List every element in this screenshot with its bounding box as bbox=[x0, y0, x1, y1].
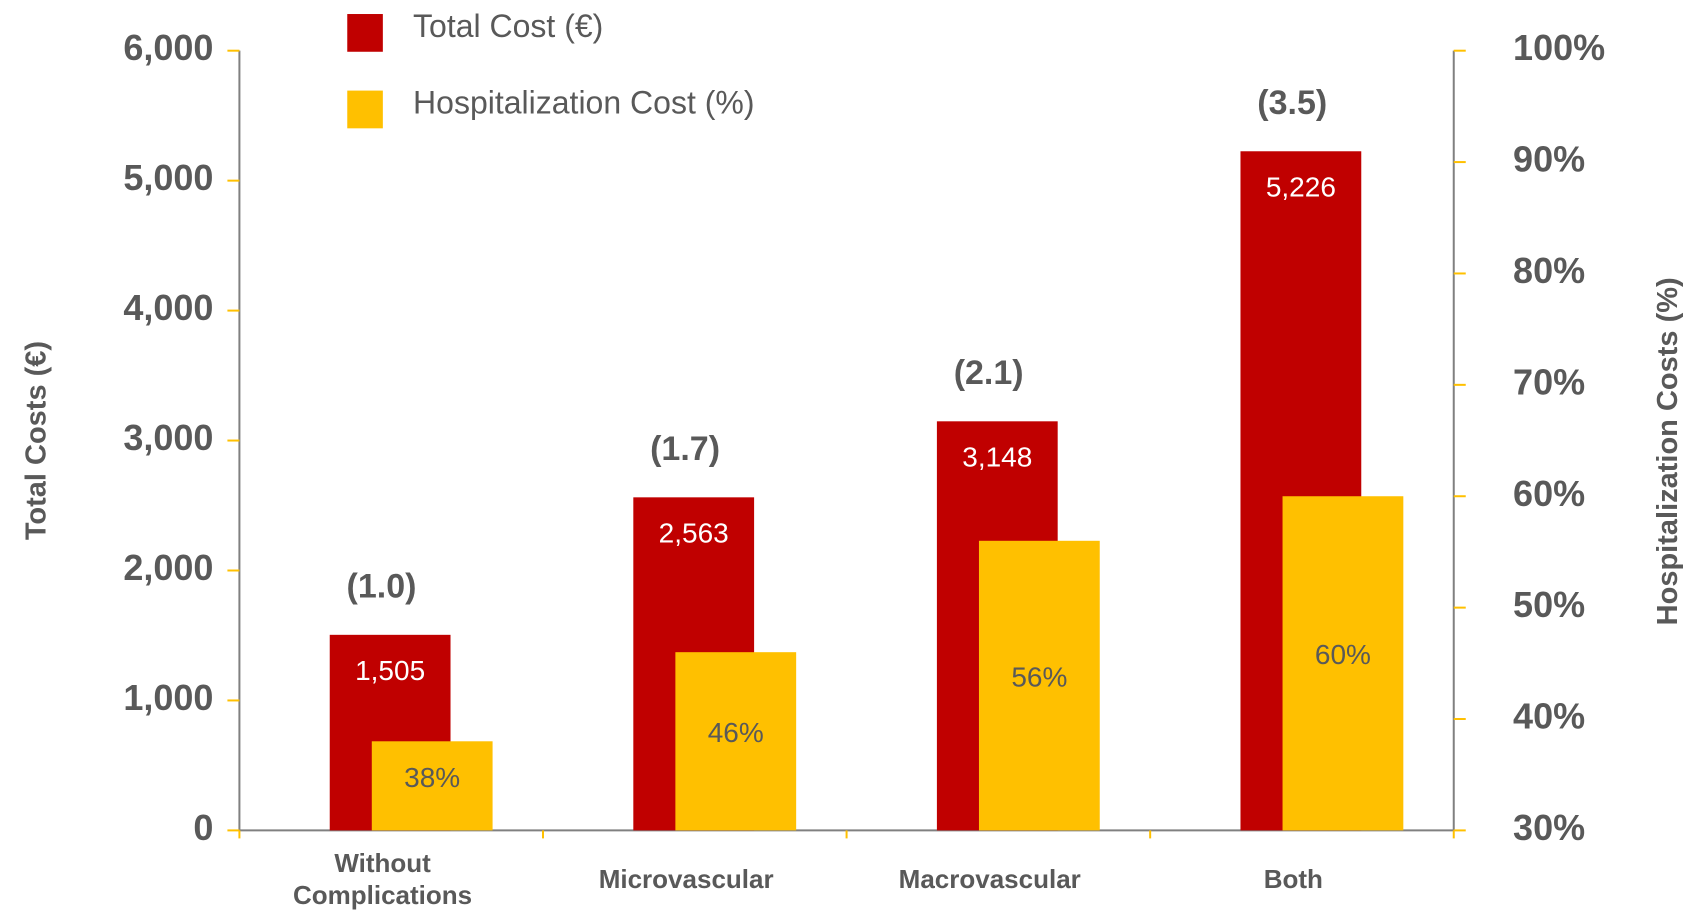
value-label: 38% bbox=[404, 762, 460, 793]
bar bbox=[675, 652, 797, 831]
annotation: (1.7) bbox=[650, 430, 720, 468]
legend-label: Total Cost (€) bbox=[413, 8, 603, 44]
y-tick-label: 2,000 bbox=[123, 547, 213, 588]
y2-tick-label: 70% bbox=[1513, 361, 1585, 402]
y2-tick-label: 40% bbox=[1513, 696, 1585, 737]
y2-tick-label: 100% bbox=[1513, 27, 1605, 68]
annotation: (2.1) bbox=[954, 354, 1024, 392]
y2-tick-label: 50% bbox=[1513, 584, 1585, 625]
bar bbox=[978, 540, 1100, 831]
bar bbox=[371, 741, 493, 831]
y-axis-title: Total Costs (€) bbox=[20, 341, 52, 540]
x-tick-label: Macrovascular bbox=[898, 863, 1081, 894]
legend-swatch bbox=[347, 90, 383, 129]
y2-axis-title: Hospitalization Costs (%) bbox=[1652, 277, 1684, 625]
y-tick-label: 6,000 bbox=[123, 27, 213, 68]
x-tick-label: Microvascular bbox=[598, 863, 774, 894]
x-tick-label: Both bbox=[1263, 863, 1323, 894]
y2-tick-label: 80% bbox=[1513, 250, 1585, 291]
y2-tick-label: 90% bbox=[1513, 139, 1585, 180]
bar bbox=[1282, 496, 1404, 831]
y-tick-label: 5,000 bbox=[123, 157, 213, 198]
value-label: 5,226 bbox=[1266, 171, 1336, 202]
x-tick-label: Without Complications bbox=[292, 847, 473, 910]
y2-tick-label: 60% bbox=[1513, 473, 1585, 514]
value-label: 56% bbox=[1011, 662, 1067, 693]
value-label: 2,563 bbox=[659, 517, 729, 548]
y2-tick-label: 30% bbox=[1513, 807, 1585, 848]
y-tick-label: 0 bbox=[193, 807, 213, 848]
y-tick-label: 1,000 bbox=[123, 677, 213, 718]
value-label: 46% bbox=[708, 717, 764, 748]
y-tick-label: 4,000 bbox=[123, 287, 213, 328]
value-label: 3,148 bbox=[962, 441, 1032, 472]
annotation: (3.5) bbox=[1257, 84, 1327, 122]
value-label: 1,505 bbox=[355, 655, 425, 686]
annotation: (1.0) bbox=[347, 567, 417, 605]
y-tick-label: 3,000 bbox=[123, 417, 213, 458]
value-label: 60% bbox=[1315, 639, 1371, 670]
legend-swatch bbox=[347, 14, 383, 52]
legend-label: Hospitalization Cost (%) bbox=[413, 84, 754, 120]
